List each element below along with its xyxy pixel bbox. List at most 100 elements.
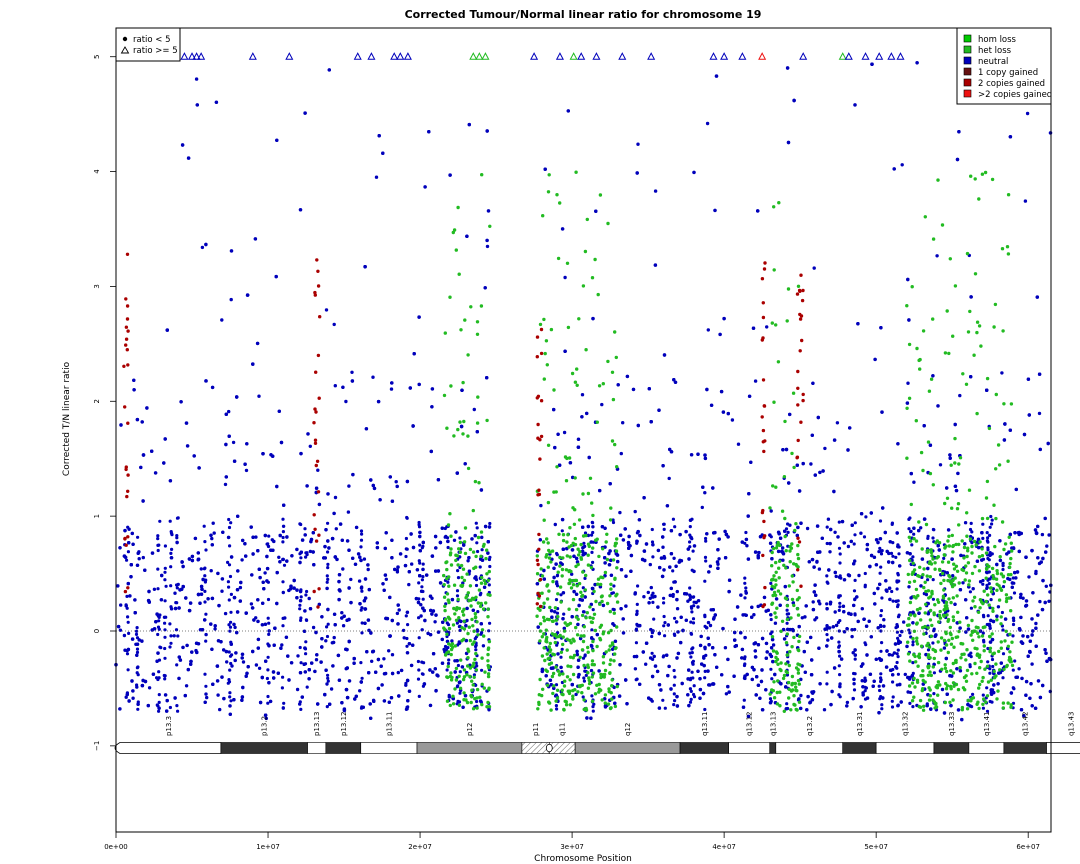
data-point-het-loss	[448, 703, 452, 708]
data-point-neutral	[135, 653, 139, 657]
data-point-neutral	[578, 597, 582, 602]
data-point-neutral	[235, 630, 239, 635]
data-point-neutral	[326, 676, 330, 680]
data-point-neutral	[603, 556, 607, 560]
data-point-neutral	[554, 598, 559, 602]
data-point-neutral	[689, 697, 693, 702]
data-point-neutral	[390, 671, 395, 676]
data-point-het-loss	[586, 686, 591, 690]
data-point-neutral	[837, 520, 841, 524]
data-point-neutral	[420, 672, 424, 676]
data-point-neutral	[340, 701, 344, 705]
data-point-neutral	[483, 524, 488, 529]
data-point-neutral	[241, 685, 245, 690]
data-point-het-loss	[542, 601, 546, 605]
data-point-neutral	[314, 486, 319, 490]
data-point-neutral	[837, 664, 841, 668]
data-point-neutral	[303, 533, 307, 537]
data-point-neutral	[235, 588, 240, 592]
data-point-neutral	[1030, 617, 1034, 621]
data-point-het-loss	[462, 668, 467, 672]
data-point-het-loss	[604, 540, 608, 544]
data-point-neutral	[130, 679, 134, 683]
data-point-neutral	[479, 622, 483, 626]
data-point-neutral	[762, 595, 767, 600]
data-point-neutral	[982, 640, 986, 644]
data-point-neutral	[268, 699, 273, 704]
data-point-het-loss	[776, 662, 780, 666]
data-point-neutral	[205, 695, 209, 700]
data-point-neutral	[727, 690, 731, 694]
data-point-neutral	[221, 530, 225, 534]
data-point-neutral	[924, 592, 929, 597]
data-point-neutral	[456, 576, 461, 580]
data-point-neutral	[679, 615, 683, 619]
data-point-neutral	[157, 709, 161, 713]
data-point-neutral	[364, 427, 369, 431]
data-point-het-loss	[600, 698, 604, 702]
data-point-neutral	[955, 157, 960, 162]
data-point-neutral	[931, 641, 935, 645]
data-point-het-loss	[486, 578, 490, 583]
data-point-het-loss	[772, 696, 777, 700]
data-point-neutral	[1034, 626, 1038, 630]
data-point-neutral	[405, 610, 410, 614]
data-point-het-loss	[561, 642, 565, 647]
data-point-neutral	[1024, 679, 1029, 684]
data-point-neutral	[834, 574, 838, 579]
data-point-neutral	[650, 540, 655, 544]
data-point-neutral	[1027, 575, 1031, 579]
data-point-neutral	[873, 602, 877, 606]
data-point-neutral	[163, 635, 167, 639]
data-point-neutral	[988, 640, 993, 644]
data-point-neutral	[698, 677, 702, 681]
data-point-neutral	[833, 610, 837, 614]
data-point-neutral	[583, 595, 587, 599]
data-point-neutral	[405, 547, 409, 551]
data-point-het-loss	[574, 607, 579, 612]
data-point-neutral	[879, 649, 883, 653]
data-point-neutral	[925, 702, 929, 706]
data-point-neutral	[691, 621, 696, 625]
data-point-neutral	[470, 537, 474, 541]
data-point-het-loss	[471, 707, 476, 711]
data-point-neutral	[443, 535, 447, 539]
data-point-het-loss	[462, 419, 466, 424]
data-point-neutral	[969, 655, 973, 659]
data-point-neutral	[989, 514, 993, 519]
data-point-neutral	[212, 531, 216, 535]
data-point-neutral	[1040, 607, 1045, 612]
data-point-het-loss	[559, 600, 563, 604]
data-point-het-loss	[606, 359, 610, 364]
data-point-neutral	[771, 643, 776, 647]
data-point-neutral	[706, 328, 710, 332]
data-point-neutral	[116, 584, 120, 588]
data-point-het-loss	[791, 580, 795, 584]
data-point-het-loss	[582, 698, 586, 702]
data-point-het-loss	[784, 669, 788, 674]
data-point-neutral	[407, 642, 412, 646]
data-point-het-loss	[446, 650, 451, 654]
data-point-neutral	[326, 679, 330, 683]
data-point-neutral	[872, 679, 876, 683]
data-point-neutral	[726, 657, 730, 662]
data-point-neutral	[399, 668, 404, 673]
data-point-neutral	[467, 122, 471, 127]
data-point-neutral	[675, 656, 679, 660]
data-point-neutral	[156, 534, 160, 538]
data-point-neutral	[233, 658, 237, 663]
data-point-het-loss	[571, 583, 576, 587]
data-point-neutral	[911, 643, 915, 647]
data-point-neutral	[173, 696, 177, 700]
data-point-neutral	[977, 545, 981, 550]
data-point-het-loss	[445, 567, 449, 572]
data-point-neutral	[333, 384, 337, 388]
data-point-neutral	[538, 538, 542, 542]
data-point-neutral	[345, 539, 350, 543]
data-point-het-loss	[579, 556, 583, 560]
data-point-het-loss	[601, 547, 605, 551]
data-point-neutral	[412, 352, 416, 356]
data-point-neutral	[421, 606, 425, 610]
data-point-het-loss	[797, 700, 802, 704]
data-point-neutral	[196, 558, 200, 562]
